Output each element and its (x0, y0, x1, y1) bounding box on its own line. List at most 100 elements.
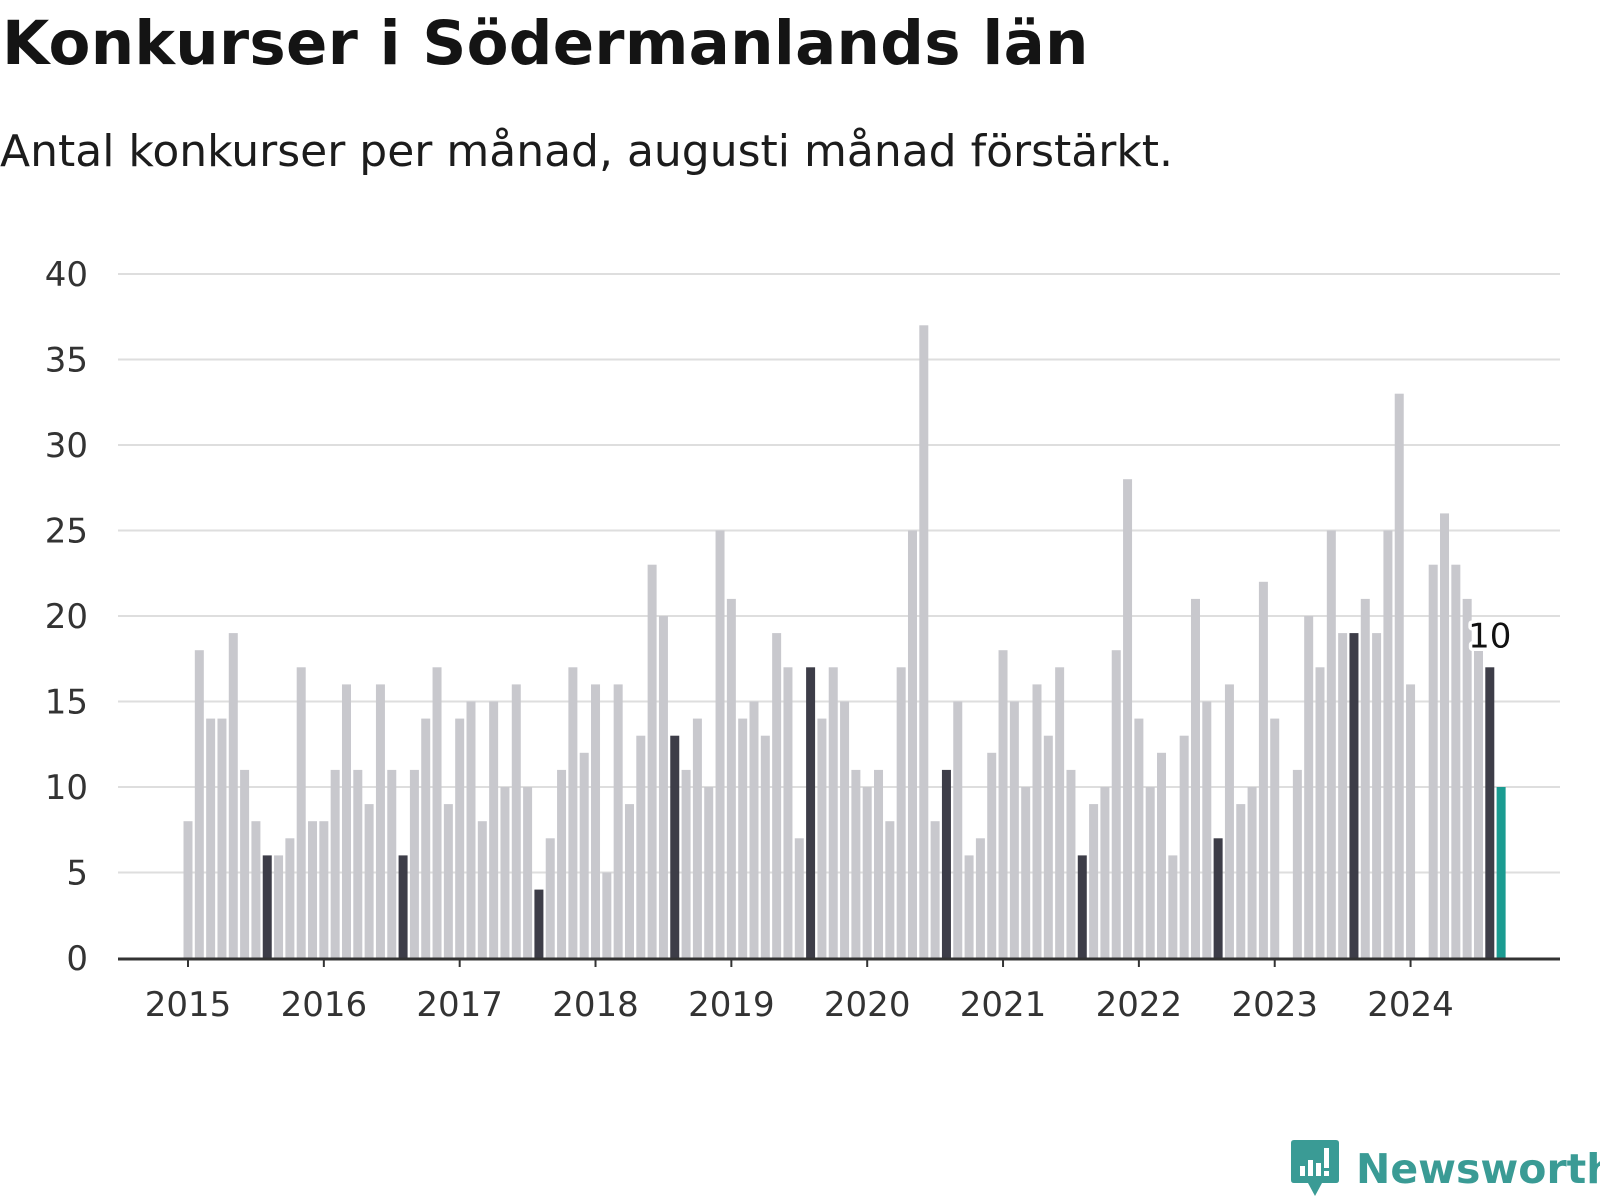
bar (1326, 530, 1336, 958)
bar (1111, 650, 1121, 958)
newsworthy-logo-icon (1291, 1140, 1339, 1196)
bar (941, 769, 951, 958)
chart-subtitle: Antal konkurser per månad, augusti månad… (0, 126, 1174, 177)
bar (1451, 564, 1461, 958)
bar (692, 718, 702, 958)
bar (862, 787, 872, 958)
x-axis-ticks: 2015 2016 2017 2018 2019 2020 2021 2022 2023 2024 (145, 958, 1454, 1025)
bar (194, 650, 204, 958)
bar (1089, 804, 1099, 958)
bar (817, 718, 827, 958)
bar (907, 530, 917, 958)
bar (591, 684, 601, 958)
bar (647, 564, 657, 958)
bar (681, 769, 691, 958)
bar (1292, 769, 1302, 958)
bar (489, 701, 499, 958)
bar (1473, 650, 1483, 958)
bar (1100, 787, 1110, 958)
bar (998, 650, 1008, 958)
bar (1406, 684, 1416, 958)
bar (296, 667, 306, 958)
bar (466, 701, 476, 958)
newsworthy-logo: Newsworthy (1290, 1138, 1600, 1200)
bar (930, 821, 940, 958)
bar (874, 769, 884, 958)
bar (896, 667, 906, 958)
bar (749, 701, 759, 958)
bar (772, 633, 782, 958)
bar (500, 787, 510, 958)
bar (613, 684, 623, 958)
bar (975, 838, 985, 958)
bar (1304, 616, 1314, 958)
bar (1190, 598, 1200, 958)
bar (840, 701, 850, 958)
bar (557, 769, 567, 958)
bar (579, 752, 589, 958)
bar (1032, 684, 1042, 958)
x-tick-label: 2015 (145, 985, 232, 1025)
bar (964, 855, 974, 958)
bar (545, 838, 555, 958)
bar (726, 598, 736, 958)
bar (953, 701, 963, 958)
chart-title: Konkurser i Södermanlands län (2, 8, 1089, 79)
bar (1055, 667, 1065, 958)
bar (183, 821, 193, 958)
y-tick-label: 35 (45, 341, 88, 381)
bar (511, 684, 521, 958)
x-tick-label: 2019 (688, 985, 775, 1025)
bar (806, 667, 816, 958)
bar (364, 804, 374, 958)
bar (1077, 855, 1087, 958)
bar (432, 667, 442, 958)
bar (262, 855, 272, 958)
bar (738, 718, 748, 958)
y-tick-label: 20 (45, 597, 88, 637)
bar (1043, 735, 1053, 958)
bar (330, 769, 340, 958)
bar (919, 325, 929, 958)
newsworthy-logo-text: Newsworthy (1356, 1145, 1600, 1193)
bar (285, 838, 295, 958)
x-tick-label: 2017 (416, 985, 503, 1025)
bar (217, 718, 227, 958)
bar (602, 872, 612, 958)
bar (1021, 787, 1031, 958)
bar (206, 718, 216, 958)
bar (523, 787, 533, 958)
y-tick-label: 30 (45, 426, 88, 466)
x-tick-label: 2016 (281, 985, 368, 1025)
bar (1428, 564, 1438, 958)
bar (1247, 787, 1257, 958)
bar (1462, 598, 1472, 958)
bar (715, 530, 725, 958)
y-tick-label: 5 (66, 854, 88, 894)
bar (1496, 787, 1506, 958)
bar (1224, 684, 1234, 958)
bar (636, 735, 646, 958)
bars (183, 325, 1506, 958)
bar (885, 821, 895, 958)
x-tick-label: 2020 (824, 985, 911, 1025)
bar (1123, 479, 1133, 958)
bar (1394, 393, 1404, 958)
x-tick-label: 2024 (1367, 985, 1454, 1025)
bar (624, 804, 634, 958)
bar (455, 718, 465, 958)
bar (274, 855, 284, 958)
gridlines (118, 273, 1560, 874)
bar (398, 855, 408, 958)
x-tick-label: 2018 (552, 985, 639, 1025)
bar (1270, 718, 1280, 958)
bar (1168, 855, 1178, 958)
bar (1213, 838, 1223, 958)
bar (308, 821, 318, 958)
annotation: 10 (1465, 613, 1515, 660)
bar (319, 821, 329, 958)
bar (1349, 633, 1359, 958)
bar (421, 718, 431, 958)
y-tick-label: 10 (45, 768, 88, 808)
